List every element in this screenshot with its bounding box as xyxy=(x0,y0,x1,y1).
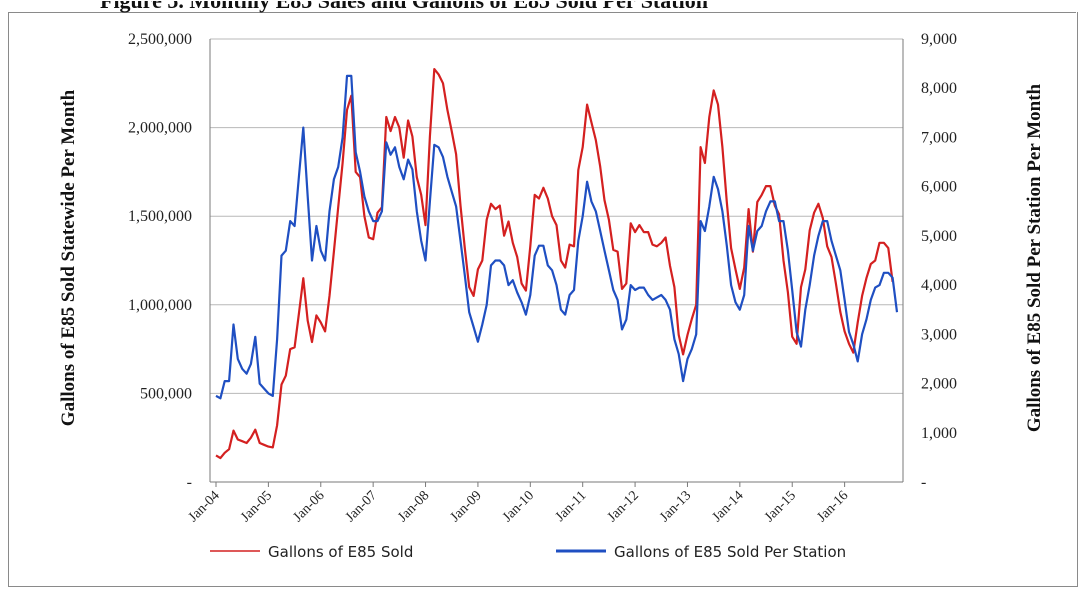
y-left-tick-label: 2,500,000 xyxy=(128,31,192,48)
legend-label-1: Gallons of E85 Sold xyxy=(268,543,413,561)
tick-labels: - 500,000 1,000,000 1,500,000 2,000,000 2,500… xyxy=(128,31,957,525)
x-tick-label: Jan-10 xyxy=(500,488,537,525)
y-left-tick-label: 1,000,000 xyxy=(128,297,192,314)
y-right-tick-label: - xyxy=(921,474,926,491)
series-line-2 xyxy=(215,74,899,400)
y-right-tick-label: 3,000 xyxy=(921,326,957,343)
y-right-tick-label: 9,000 xyxy=(921,31,957,48)
x-tick-label: Jan-16 xyxy=(814,488,851,525)
y-right-tick-label: 7,000 xyxy=(921,129,957,146)
y-right-tick-label: 8,000 xyxy=(921,80,957,97)
y-axis-right-title: Gallons of E85 Sold Per Station Per Mont… xyxy=(1024,83,1045,432)
gridlines xyxy=(210,38,903,394)
y-left-tick-label: 2,000,000 xyxy=(128,120,192,137)
chart-title: Figure 5. Monthly E85 Sales and Gallons … xyxy=(100,0,708,13)
y-axis-left-title: Gallons of E85 Sold Statewide Per Month xyxy=(58,89,79,426)
chart-frame xyxy=(8,12,1078,587)
title-rule xyxy=(8,12,1076,13)
axes xyxy=(209,39,904,487)
y-left-tick-label: - xyxy=(187,474,192,491)
x-tick-label: Jan-14 xyxy=(710,488,747,525)
y-right-tick-label: 5,000 xyxy=(921,228,957,245)
legend-label-2: Gallons of E85 Sold Per Station xyxy=(614,543,846,561)
y-left-tick-label: 500,000 xyxy=(140,385,192,402)
y-right-tick-label: 1,000 xyxy=(921,425,957,442)
legend: Gallons of E85 Sold Gallons of E85 Sold P… xyxy=(210,543,846,561)
x-tick-label: Jan-07 xyxy=(343,488,380,525)
y-right-tick-label: 4,000 xyxy=(921,277,957,294)
x-tick-label: Jan-05 xyxy=(238,488,275,525)
y-right-tick-label: 6,000 xyxy=(921,179,957,196)
x-tick-label: Jan-09 xyxy=(448,488,485,525)
x-tick-label: Jan-15 xyxy=(762,488,799,525)
y-left-tick-label: 1,500,000 xyxy=(128,208,192,225)
x-tick-label: Jan-12 xyxy=(605,488,642,525)
x-tick-label: Jan-06 xyxy=(291,488,328,525)
series-lines xyxy=(215,67,899,460)
x-tick-label: Jan-04 xyxy=(186,488,223,525)
x-tick-label: Jan-13 xyxy=(657,488,694,525)
x-tick-label: Jan-08 xyxy=(395,488,432,525)
y-right-tick-label: 2,000 xyxy=(921,376,957,393)
x-tick-label: Jan-11 xyxy=(553,488,590,525)
